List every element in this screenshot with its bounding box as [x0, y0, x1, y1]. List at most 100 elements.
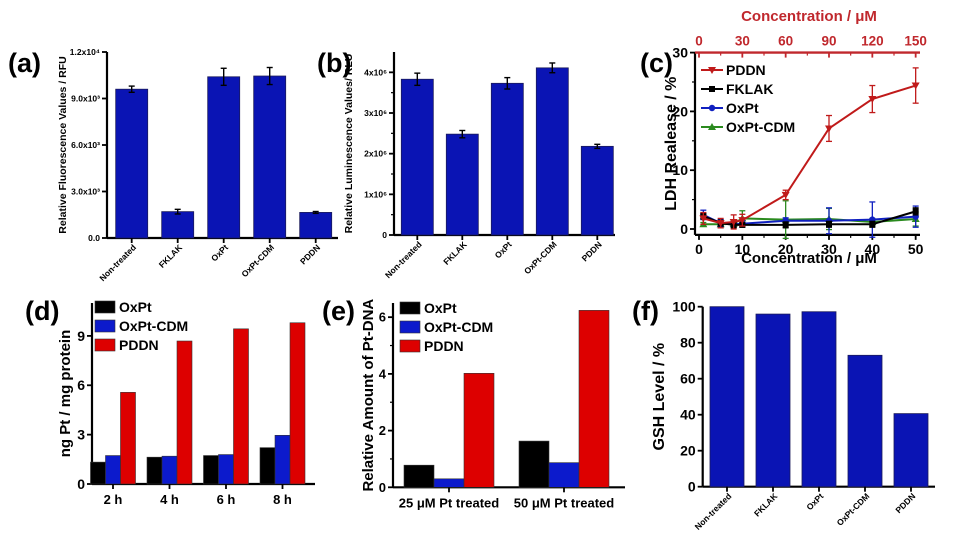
- panel-label: (d): [25, 296, 59, 326]
- bar-oxpt: [801, 311, 837, 488]
- y-tick-label: 0: [77, 476, 85, 492]
- bar-non-treated: [709, 306, 745, 488]
- panel-label: (e): [322, 296, 355, 326]
- bar-oxpt-cdm: [253, 75, 287, 239]
- bar-oxpt-cdm: [433, 478, 465, 488]
- x-tick-label: 4 h: [160, 492, 179, 507]
- data-point: [911, 82, 920, 90]
- x-tick-label: FKLAK: [752, 490, 780, 518]
- bar-pddn: [289, 322, 306, 485]
- panel-d-pt-uptake-chart: 0 3 6 9ng Pt / mg protein (d) 2 h 4 h 6 h 8 h OxP…: [25, 296, 315, 507]
- x-tick-label: PDDN: [580, 239, 604, 263]
- bar-oxpt-cdm: [274, 434, 291, 485]
- bar-oxpt-cdm: [218, 454, 234, 485]
- legend-marker: [708, 123, 716, 130]
- top-x-tick-label: 150: [904, 34, 927, 49]
- y-tick-label: 100: [672, 299, 696, 315]
- legend-label: FKLAK: [726, 81, 773, 97]
- y-tick-label: 3.0x10³: [71, 186, 100, 196]
- y-axis-title: LDH Realease / %: [663, 77, 680, 211]
- data-point: [869, 221, 876, 228]
- bar-pddn: [233, 328, 249, 485]
- series-pddn: [699, 67, 920, 230]
- bar-fklak: [161, 211, 195, 239]
- bar-oxpt: [207, 76, 241, 239]
- x-tick-label: FKLAK: [157, 242, 185, 270]
- y-tick-label: 0: [688, 479, 696, 495]
- legend-swatch-oxpt: [94, 300, 116, 314]
- legend-label: PDDN: [726, 62, 766, 78]
- bar-pddn: [463, 373, 495, 488]
- top-x-tick-label: 0: [695, 34, 703, 49]
- legend-label: OxPt-CDM: [424, 319, 493, 335]
- bar-oxpt: [203, 455, 219, 485]
- data-point: [912, 208, 919, 215]
- legend-swatch-pddn: [94, 338, 116, 352]
- bar-oxpt-cdm: [105, 455, 121, 485]
- bar-oxpt-cdm: [161, 455, 178, 485]
- x-tick-label: OxPt-CDM: [522, 239, 559, 276]
- y-tick-label: 10: [672, 162, 688, 178]
- legend-marker: [708, 104, 716, 112]
- x-tick-label: OxPt: [804, 491, 825, 512]
- y-tick-label: 0: [379, 480, 386, 495]
- top-x-tick-label: 60: [778, 34, 793, 49]
- panel-a-fluorescence-chart: 0.0 3.0x10³ 6.0x10³ 9.0x10³ 1.2x10⁴Relative …: [8, 47, 338, 283]
- y-tick-label: 9: [77, 328, 85, 344]
- y-tick-label: 30: [672, 45, 688, 61]
- legend-marker: [708, 67, 716, 74]
- bar-fklak: [445, 133, 479, 236]
- y-tick-label: 0: [680, 221, 688, 237]
- x-tick-label: Non-treated: [693, 491, 734, 532]
- y-tick-label: 6.0x10³: [71, 140, 100, 150]
- panel-label: (a): [8, 48, 41, 78]
- x-tick-label: 2 h: [104, 492, 123, 507]
- top-x-tick-label: 120: [861, 34, 884, 49]
- panel-c-ldh-release-chart: 0 10 20 30 0 10 20 30 40 50 0 30 60 90 120 150 Concentra…: [640, 8, 927, 267]
- legend-label: OxPt: [119, 299, 152, 315]
- x-tick-label: 30: [821, 241, 837, 257]
- x-tick-label: 8 h: [273, 492, 292, 507]
- x-tick-label: 6 h: [217, 492, 236, 507]
- x-tick-label: OxPt: [209, 242, 230, 263]
- x-axis-title: Concentration / μM: [741, 250, 877, 267]
- y-tick-label: 0.0: [88, 233, 100, 243]
- y-tick-label: 2x10⁶: [364, 149, 387, 159]
- bar-oxpt: [146, 456, 163, 485]
- top-x-axis-title: Concentration / μM: [741, 8, 877, 25]
- panel-label: (b): [317, 48, 351, 78]
- top-x-tick-label: 30: [735, 34, 750, 49]
- data-point: [868, 96, 877, 104]
- y-tick-label: 3x10⁶: [364, 108, 387, 118]
- bar-pddn: [120, 392, 136, 485]
- top-x-tick-label: 90: [821, 34, 836, 49]
- panel-b-luminescence-chart: 0 1x10⁶ 2x10⁶ 3x10⁶ 4x10⁶ Relative Luminescen…: [317, 48, 615, 280]
- y-tick-label: 3: [77, 427, 85, 443]
- bar-fklak: [755, 313, 791, 488]
- data-point: [781, 191, 790, 199]
- bar-pddn: [580, 145, 614, 236]
- y-axis-title: ng Pt / mg protein: [57, 330, 74, 458]
- y-tick-label: 2: [379, 423, 386, 438]
- bar-non-treated: [115, 88, 149, 239]
- y-tick-label: 20: [680, 443, 696, 459]
- data-point: [738, 217, 747, 225]
- y-tick-label: 6: [77, 377, 85, 393]
- data-point: [729, 218, 738, 226]
- panel-label: (f): [632, 296, 659, 326]
- data-point: [826, 221, 832, 228]
- y-tick-label: 40: [680, 407, 696, 423]
- legend-marker: [709, 86, 715, 92]
- panel-label: (c): [640, 48, 673, 78]
- y-axis-title: Relative Luminescence Values/ RLU: [343, 54, 355, 234]
- x-tick-label: PDDN: [298, 242, 322, 266]
- y-axis-title: Relative Fluorescence Values / RFU: [57, 56, 69, 233]
- y-axis-title: GSH Level / %: [651, 343, 668, 451]
- bar-oxpt-cdm: [548, 462, 580, 488]
- legend-label: PDDN: [424, 338, 464, 354]
- x-tick-label: Non-treated: [383, 239, 424, 280]
- x-tick-label: 20: [778, 241, 794, 257]
- bar-oxpt-cdm: [535, 67, 569, 236]
